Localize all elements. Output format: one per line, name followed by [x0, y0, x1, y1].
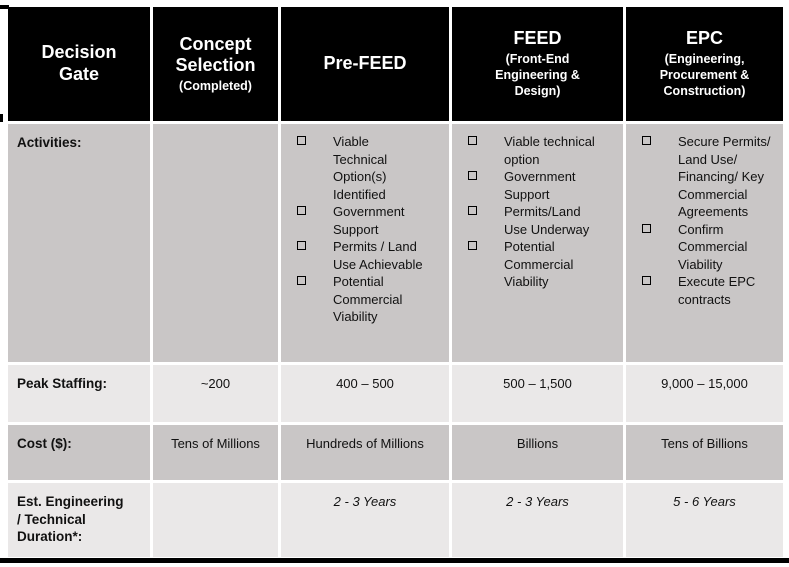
row-label-duration: Est. Engineering / Technical Duration*:	[8, 483, 150, 557]
column-subtitle: (Engineering, Procurement & Construction…	[659, 51, 750, 99]
activities-feed: Viable technical option Government Suppor…	[452, 124, 623, 362]
activity-item: Confirm Commercial Viability	[626, 221, 783, 274]
column-subtitle: (Front-End Engineering & Design)	[495, 51, 580, 99]
checkbox-bullet-icon	[297, 241, 306, 251]
peak-staffing-concept-selection: ~200	[153, 365, 278, 422]
column-header-concept-selection: Concept Selection (Completed)	[153, 7, 278, 121]
checkbox-bullet-icon	[642, 276, 651, 286]
checkbox-bullet-icon	[468, 241, 477, 251]
activity-item: Government Support	[281, 203, 449, 238]
activity-item-text: Viable Technical Option(s) Identified	[333, 134, 388, 202]
checkbox-bullet-icon	[642, 223, 651, 233]
activities-concept-selection	[153, 124, 278, 362]
activity-item-text: Government Support	[504, 169, 576, 202]
bottom-border-bar	[0, 558, 789, 563]
process-phases-table: Decision Gate Concept Selection (Complet…	[8, 7, 783, 557]
cost-feed: Billions	[452, 425, 623, 480]
duration-concept-selection	[153, 483, 278, 557]
peak-staffing-pre-feed: 400 – 500	[281, 365, 449, 422]
checkbox-bullet-icon	[468, 206, 477, 216]
row-label-peak-staffing: Peak Staffing:	[8, 365, 150, 422]
activity-item: Permits / Land Use Achievable	[281, 238, 449, 273]
column-subtitle: (Completed)	[179, 78, 252, 93]
activity-item: Viable Technical Option(s) Identified	[281, 133, 449, 203]
duration-epc: 5 - 6 Years	[626, 483, 783, 557]
column-header-epc: EPC (Engineering, Procurement & Construc…	[626, 7, 783, 121]
activity-item-text: Viable technical option	[504, 134, 595, 167]
activity-item-text: Confirm Commercial Viability	[678, 221, 748, 272]
activities-epc: Secure Permits/ Land Use/ Financing/ Key…	[626, 124, 783, 362]
column-title: FEED	[513, 28, 562, 49]
cost-pre-feed: Hundreds of Millions	[281, 425, 449, 480]
scan-artifact-mark-left	[0, 114, 3, 122]
checkbox-bullet-icon	[468, 171, 477, 181]
activity-item-text: Execute EPC contracts	[678, 274, 756, 307]
checkbox-bullet-icon	[468, 136, 477, 145]
column-header-pre-feed: Pre-FEED	[281, 7, 449, 121]
activity-item: Secure Permits/ Land Use/ Financing/ Key…	[626, 133, 783, 221]
column-header-decision-gate: Decision Gate	[8, 7, 150, 121]
activity-item: Viable technical option	[452, 133, 623, 168]
duration-pre-feed: 2 - 3 Years	[281, 483, 449, 557]
checkbox-bullet-icon	[297, 136, 306, 145]
checkbox-bullet-icon	[297, 206, 306, 216]
peak-staffing-epc: 9,000 – 15,000	[626, 365, 783, 422]
column-title: Concept Selection	[175, 33, 256, 76]
column-title: Decision Gate	[41, 41, 117, 84]
activity-item-text: Secure Permits/ Land Use/ Financing/ Key…	[678, 134, 771, 220]
activity-item-text: Permits / Land Use Achievable	[333, 239, 423, 272]
checkbox-bullet-icon	[297, 276, 306, 286]
cost-epc: Tens of Billions	[626, 425, 783, 480]
activity-item: Permits/Land Use Underway	[452, 203, 623, 238]
activity-item: Potential Commercial Viability	[281, 273, 449, 326]
activity-item-text: Government Support	[333, 204, 405, 237]
row-label-cost: Cost ($):	[8, 425, 150, 480]
activities-pre-feed: Viable Technical Option(s) Identified Gov…	[281, 124, 449, 362]
activity-item: Government Support	[452, 168, 623, 203]
peak-staffing-feed: 500 – 1,500	[452, 365, 623, 422]
scan-artifact-mark-top-left	[0, 5, 9, 9]
activity-item-text: Potential Commercial Viability	[504, 239, 574, 290]
column-title: Pre-FEED	[323, 52, 407, 73]
column-header-feed: FEED (Front-End Engineering & Design)	[452, 7, 623, 121]
activity-item-text: Permits/Land Use Underway	[504, 204, 590, 237]
activity-item: Potential Commercial Viability	[452, 238, 623, 291]
activity-item: Execute EPC contracts	[626, 273, 783, 308]
row-label-activities: Activities:	[8, 124, 150, 362]
duration-feed: 2 - 3 Years	[452, 483, 623, 557]
activity-item-text: Potential Commercial Viability	[333, 274, 403, 325]
checkbox-bullet-icon	[642, 136, 651, 145]
cost-concept-selection: Tens of Millions	[153, 425, 278, 480]
column-title: EPC	[685, 28, 723, 49]
